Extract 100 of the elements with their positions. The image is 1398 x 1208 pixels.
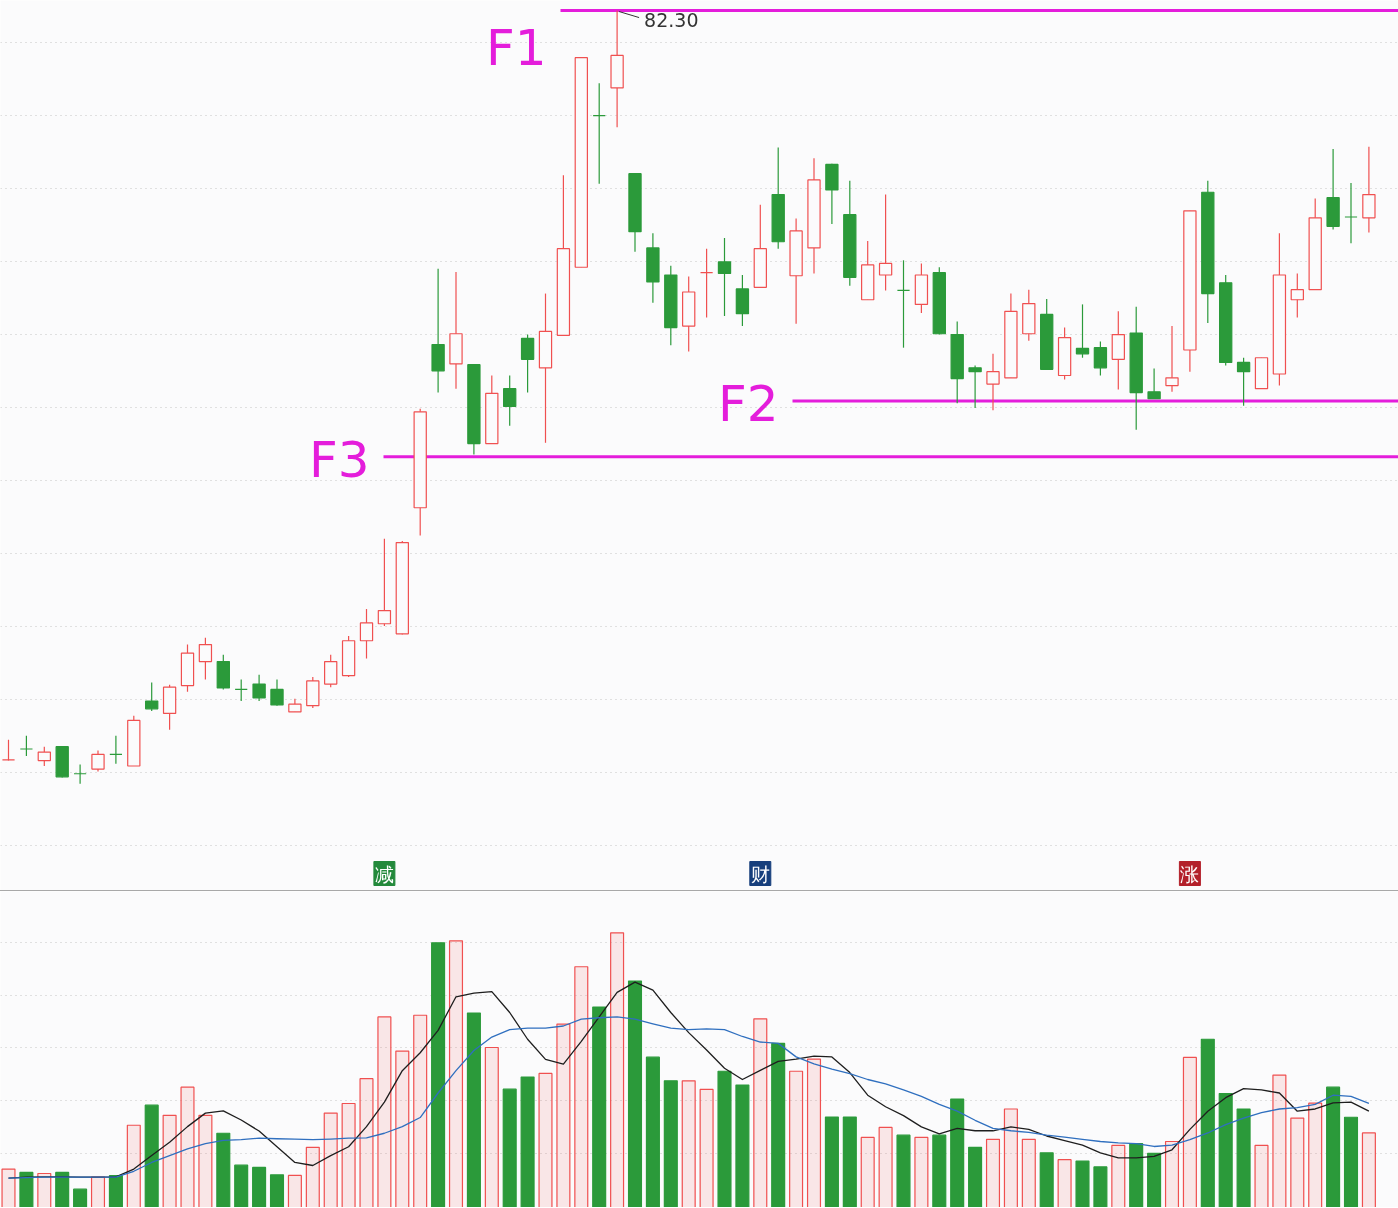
bar (1093, 1166, 1108, 1207)
bar (1361, 1132, 1376, 1207)
candlestick (1362, 146, 1376, 234)
candlestick (1344, 182, 1358, 244)
candlestick (503, 374, 517, 427)
bar (824, 1116, 839, 1207)
bar (1326, 1086, 1341, 1207)
bar (1164, 1140, 1180, 1207)
candlestick (1236, 357, 1251, 407)
bar (1039, 1152, 1054, 1207)
bar (753, 1018, 768, 1207)
bar (413, 1014, 428, 1207)
candlestick (986, 353, 1000, 411)
bar (1272, 1074, 1287, 1207)
bar (538, 1072, 553, 1207)
ref-line-label: F3 (308, 430, 370, 489)
candlestick (37, 746, 51, 767)
bar (37, 1172, 52, 1207)
candlestick (198, 637, 213, 681)
bar (1290, 1117, 1305, 1207)
candlestick (1, 739, 16, 762)
candlestick (234, 678, 248, 702)
candlestick (968, 364, 982, 409)
bar (1, 1168, 16, 1207)
bar (699, 1088, 714, 1207)
candlestick (270, 678, 284, 707)
bar (1236, 1108, 1251, 1207)
bar (1129, 1143, 1144, 1207)
bar (932, 1134, 947, 1207)
annotation: 82.30 (644, 8, 699, 31)
text: 财 (750, 862, 770, 885)
bar (431, 942, 446, 1207)
candlestick (896, 259, 911, 349)
bar (1200, 1038, 1215, 1207)
bar (252, 1166, 267, 1207)
candlestick (145, 681, 159, 712)
bar (610, 932, 625, 1207)
bar (1182, 1056, 1197, 1207)
bar (627, 980, 643, 1207)
bar (968, 1146, 983, 1207)
bar (126, 1124, 141, 1207)
bar (144, 1104, 159, 1207)
bar (1057, 1159, 1072, 1207)
bar (341, 1102, 356, 1207)
bar (1075, 1160, 1090, 1207)
bar (1343, 1116, 1359, 1207)
candlestick (699, 248, 714, 319)
bar (717, 1070, 732, 1207)
bar (663, 1080, 678, 1207)
candlestick (324, 654, 338, 688)
bar (55, 1171, 70, 1207)
bar (234, 1164, 249, 1207)
candlestick (1093, 340, 1108, 377)
bar (305, 1146, 320, 1207)
bar (502, 1088, 517, 1207)
candlestick (592, 82, 606, 185)
bar (735, 1084, 750, 1207)
candlestick (717, 237, 732, 317)
bar (1021, 1138, 1036, 1207)
bar (1254, 1144, 1269, 1207)
bar (484, 1046, 499, 1207)
bar (985, 1138, 1001, 1207)
bar (645, 1056, 660, 1207)
bar (448, 940, 464, 1207)
bar (1111, 1144, 1126, 1207)
candlestick (109, 735, 123, 765)
bar (90, 1176, 106, 1207)
bar (860, 1136, 875, 1207)
candlestick (377, 538, 392, 627)
candlestick (520, 333, 535, 394)
bar (806, 1058, 822, 1207)
bar (180, 1086, 195, 1207)
bar (771, 1042, 786, 1207)
candlestick (359, 608, 374, 660)
bar (520, 1076, 535, 1207)
bar (789, 1070, 804, 1207)
bar (269, 1174, 285, 1207)
bar (323, 1112, 338, 1207)
text: 涨 (1180, 862, 1200, 885)
bar (1003, 1108, 1018, 1207)
bar (1308, 1102, 1323, 1207)
bar (574, 966, 589, 1207)
bar (359, 1078, 374, 1207)
candlestick (1075, 303, 1090, 359)
text: 减 (374, 862, 394, 885)
candlestick (252, 674, 266, 702)
bar (108, 1175, 123, 1207)
bar (1147, 1152, 1162, 1207)
bar (377, 1016, 392, 1207)
bar (19, 1171, 34, 1207)
bar (466, 1012, 481, 1207)
bar (1218, 1092, 1233, 1207)
bar (592, 1006, 607, 1207)
bar (198, 1114, 213, 1207)
bar (216, 1132, 231, 1207)
bar (914, 1136, 929, 1207)
candlestick (73, 763, 87, 785)
bar (842, 1116, 857, 1207)
candlestick (1147, 367, 1161, 400)
candlestick (878, 193, 893, 292)
